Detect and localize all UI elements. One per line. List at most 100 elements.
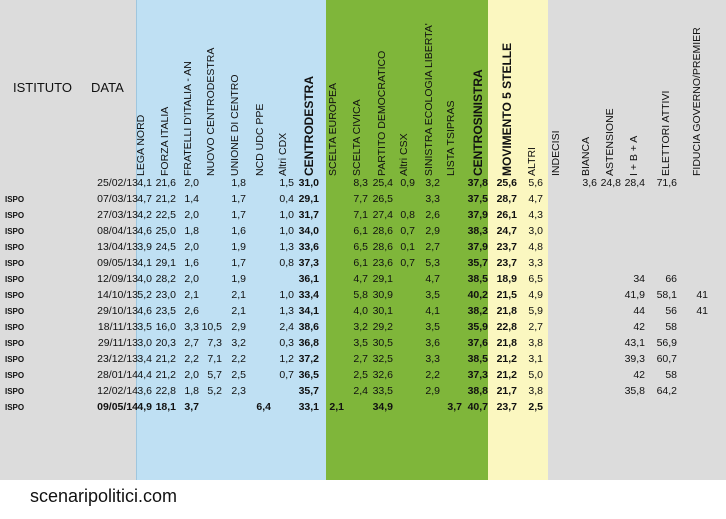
centrodestra-panel bbox=[136, 0, 328, 480]
cell-date: 14/10/13 bbox=[97, 289, 138, 301]
cell-istituto: ISPO bbox=[5, 211, 25, 220]
cell-sel: 3,5 bbox=[425, 321, 440, 333]
cell-fid: 41 bbox=[696, 289, 708, 301]
cell-fdi: 2,1 bbox=[184, 289, 199, 301]
cell-ea: 66 bbox=[665, 273, 677, 285]
cell-pd: 34,9 bbox=[372, 401, 393, 413]
cell-altri: 6,5 bbox=[528, 273, 543, 285]
cell-ncd: 5,2 bbox=[207, 385, 222, 397]
cell-acsx: 0,7 bbox=[400, 225, 415, 237]
cell-csx: 35,7 bbox=[467, 257, 488, 269]
cell-m5s: 23,7 bbox=[496, 241, 517, 253]
cell-m5s: 23,7 bbox=[496, 401, 517, 413]
cell-sc: 4,0 bbox=[353, 305, 368, 317]
cell-udc: 3,2 bbox=[231, 337, 246, 349]
cell-pd: 26,5 bbox=[372, 193, 393, 205]
cell-m5s: 21,7 bbox=[496, 385, 517, 397]
table-row: ISPO 28/01/14 4,4 21,2 2,0 5,7 2,5 0,7 36,5 2,5 32… bbox=[0, 368, 726, 383]
cell-sel: 3,5 bbox=[425, 289, 440, 301]
centrosinistra-panel bbox=[326, 0, 488, 480]
cell-fdi: 2,0 bbox=[184, 241, 199, 253]
cell-csx: 37,6 bbox=[467, 337, 488, 349]
cell-istituto: ISPO bbox=[5, 403, 25, 412]
cell-iba: 35,8 bbox=[624, 385, 645, 397]
cell-udc: 2,2 bbox=[231, 353, 246, 365]
cell-ncd: 5,7 bbox=[207, 369, 222, 381]
cell-ln: 3,0 bbox=[137, 337, 152, 349]
col-header-ind: INDECISI bbox=[550, 130, 562, 176]
cell-ast: 24,8 bbox=[600, 177, 621, 189]
col-header-fid: FIDUCIA GOVERNO/PREMIER bbox=[691, 27, 703, 176]
table-row: ISPO 12/09/13 4,0 28,2 2,0 1,9 36,1 4,7 29,1 4,7 3… bbox=[0, 272, 726, 287]
cell-date: 08/04/13 bbox=[97, 225, 138, 237]
cell-fi: 18,1 bbox=[155, 401, 176, 413]
cell-m5s: 21,8 bbox=[496, 305, 517, 317]
cell-sel: 2,9 bbox=[425, 385, 440, 397]
cell-istituto: ISPO bbox=[5, 195, 25, 204]
cell-iba: 28,4 bbox=[624, 177, 645, 189]
cell-fdi: 2,0 bbox=[184, 209, 199, 221]
cell-cdx: 31,7 bbox=[298, 209, 319, 221]
cell-fdi: 3,3 bbox=[184, 321, 199, 333]
cell-altri: 4,9 bbox=[528, 289, 543, 301]
cell-csx: 40,2 bbox=[467, 289, 488, 301]
col-header-fdi: FRATELLI D'ITALIA - AN bbox=[182, 61, 194, 176]
cell-csx: 37,9 bbox=[467, 241, 488, 253]
cell-fdi: 1,4 bbox=[184, 193, 199, 205]
cell-m5s: 21,8 bbox=[496, 337, 517, 349]
cell-cdx: 37,2 bbox=[298, 353, 319, 365]
cell-pd: 23,6 bbox=[372, 257, 393, 269]
cell-csx: 38,2 bbox=[467, 305, 488, 317]
col-header-se: SCELTA EUROPEA bbox=[327, 83, 339, 176]
cell-ncd: 7,3 bbox=[207, 337, 222, 349]
cell-fdi: 2,2 bbox=[184, 353, 199, 365]
col-header-csx: CENTROSINISTRA bbox=[471, 69, 485, 176]
cell-istituto: ISPO bbox=[5, 307, 25, 316]
cell-sc: 8,3 bbox=[353, 177, 368, 189]
cell-iba: 42 bbox=[633, 321, 645, 333]
table-row: ISPO 08/04/13 4,6 25,0 1,8 1,6 1,0 34,0 6,1 28,6 0… bbox=[0, 224, 726, 239]
cell-fdi: 2,0 bbox=[184, 369, 199, 381]
cell-acdx: 0,3 bbox=[279, 337, 294, 349]
cell-csx: 37,9 bbox=[467, 209, 488, 221]
col-header-iba: I + B + A bbox=[628, 135, 640, 176]
cell-fi: 29,1 bbox=[155, 257, 176, 269]
cell-ln: 4,1 bbox=[137, 177, 152, 189]
cell-udc: 2,5 bbox=[231, 369, 246, 381]
table-row: ISPO 12/02/14 3,6 22,8 1,8 5,2 2,3 35,7 2,4 33,5 2… bbox=[0, 384, 726, 399]
cell-sel: 2,7 bbox=[425, 241, 440, 253]
cell-istituto: ISPO bbox=[5, 275, 25, 284]
cell-acdx: 1,0 bbox=[279, 225, 294, 237]
cell-istituto: ISPO bbox=[5, 323, 25, 332]
cell-se: 2,1 bbox=[329, 401, 344, 413]
cell-cdx: 33,6 bbox=[298, 241, 319, 253]
cell-acdx: 1,2 bbox=[279, 353, 294, 365]
table-row: ISPO 29/10/13 4,6 23,5 2,6 2,1 1,3 34,1 4,0 30,1 4… bbox=[0, 304, 726, 319]
cell-sc: 2,5 bbox=[353, 369, 368, 381]
cell-altri: 5,6 bbox=[528, 177, 543, 189]
col-header-acdx: Altri CDX bbox=[277, 132, 289, 176]
table-row: ISPO 09/05/13 4,1 29,1 1,6 1,7 0,8 37,3 6,1 23,6 0… bbox=[0, 256, 726, 271]
cell-istituto: ISPO bbox=[5, 227, 25, 236]
footer-source: scenaripolitici.com bbox=[30, 486, 178, 506]
cell-cdx: 29,1 bbox=[298, 193, 319, 205]
cell-udc: 1,6 bbox=[231, 225, 246, 237]
cell-pd: 28,6 bbox=[372, 225, 393, 237]
col-header-m5s: MOVIMENTO 5 STELLE bbox=[500, 42, 514, 176]
table-row: ISPO 18/11/13 3,5 16,0 3,3 10,5 2,9 2,4 38,6 3,2 2… bbox=[0, 320, 726, 335]
cell-bia: 3,6 bbox=[582, 177, 597, 189]
cell-acdx: 1,5 bbox=[279, 177, 294, 189]
cell-csx: 35,9 bbox=[467, 321, 488, 333]
cell-m5s: 18,9 bbox=[496, 273, 517, 285]
cell-sc: 2,7 bbox=[353, 353, 368, 365]
cell-m5s: 25,6 bbox=[496, 177, 517, 189]
cell-pd: 27,4 bbox=[372, 209, 393, 221]
cell-sc: 7,1 bbox=[353, 209, 368, 221]
cell-sel: 2,9 bbox=[425, 225, 440, 237]
cell-acdx: 1,0 bbox=[279, 289, 294, 301]
cell-fdi: 1,8 bbox=[184, 385, 199, 397]
col-header-sel: SINISTRA ECOLOGIA LIBERTA' bbox=[423, 23, 435, 176]
cell-m5s: 21,5 bbox=[496, 289, 517, 301]
table-row: ISPO 29/11/13 3,0 20,3 2,7 7,3 3,2 0,3 36,8 3,5 30… bbox=[0, 336, 726, 351]
cell-fi: 21,2 bbox=[155, 193, 176, 205]
